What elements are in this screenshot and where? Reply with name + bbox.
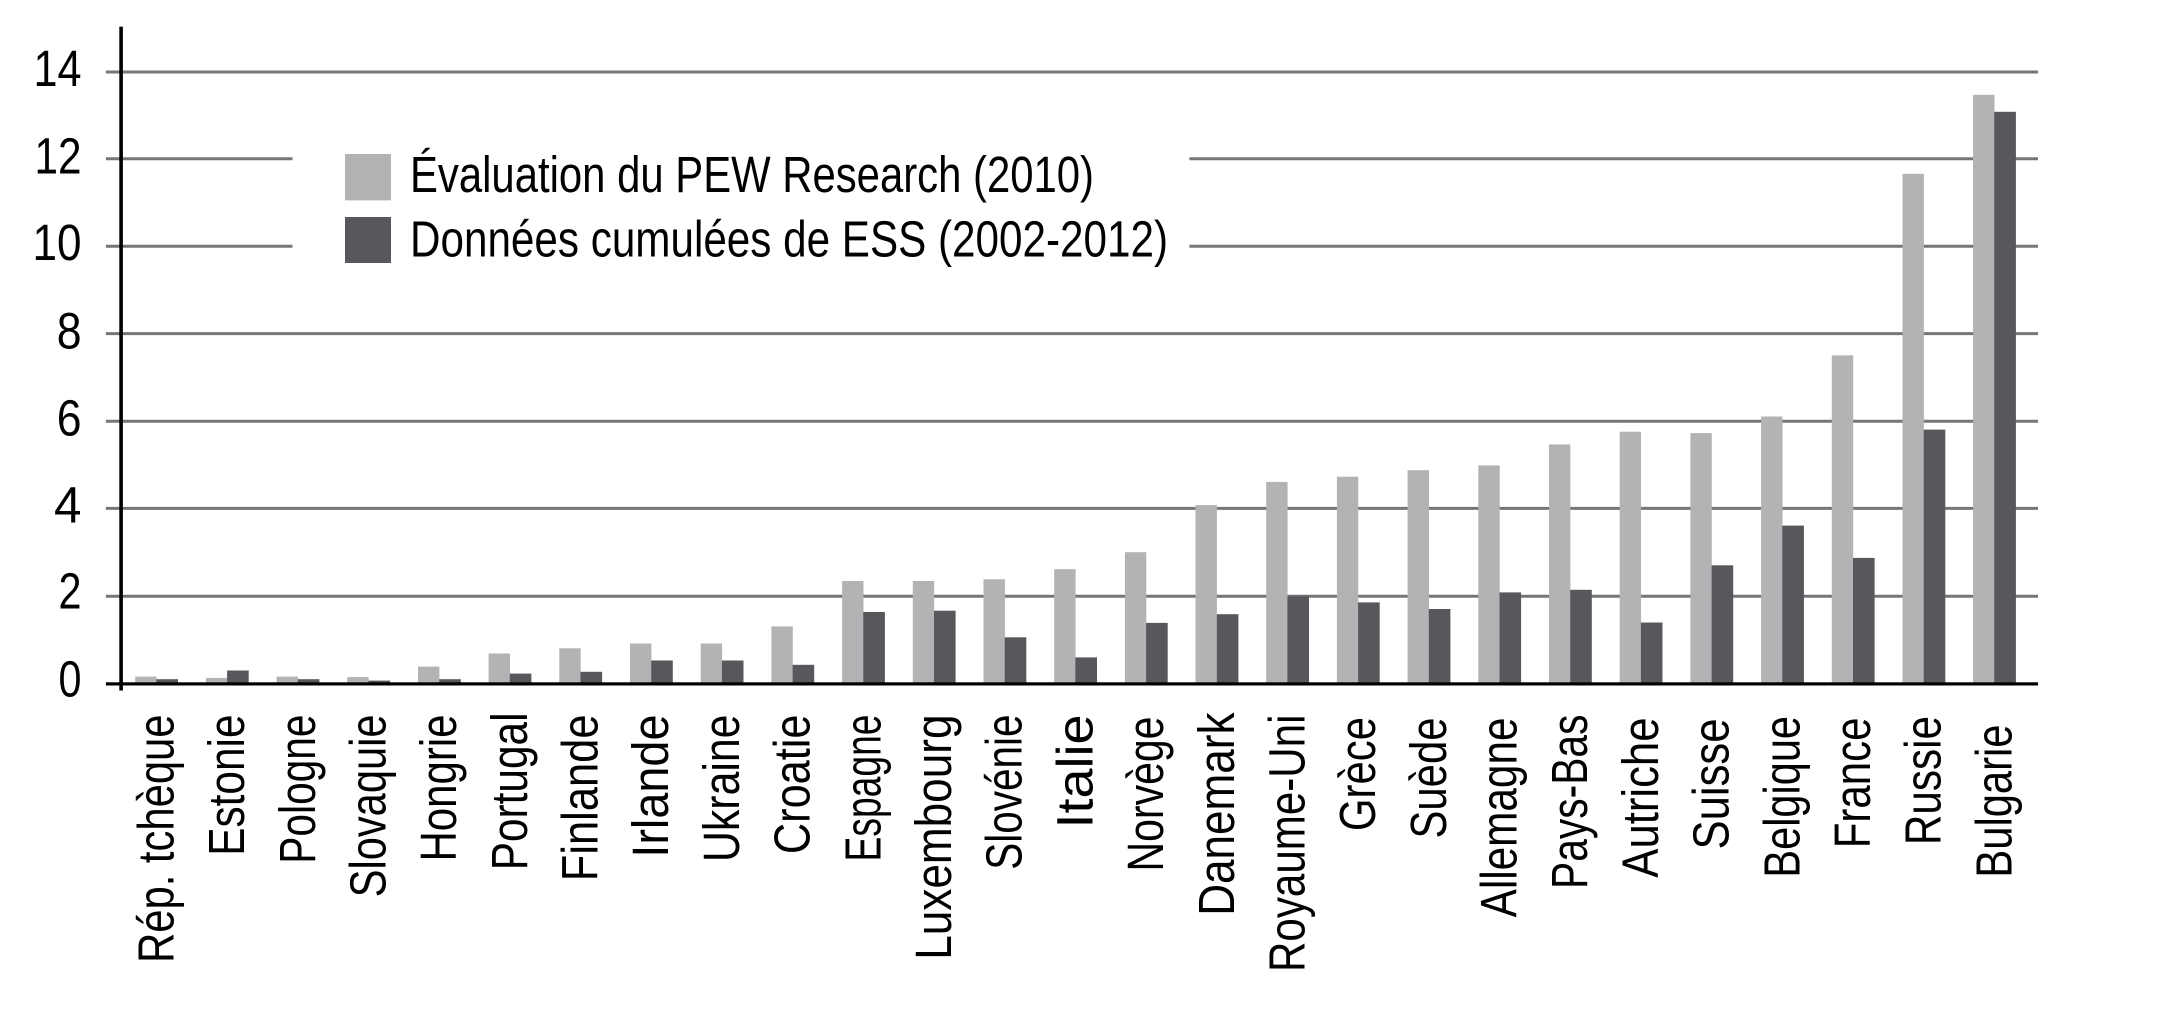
svg-text:Italie: Italie bbox=[1046, 715, 1103, 829]
svg-text:8: 8 bbox=[57, 302, 82, 359]
svg-text:4: 4 bbox=[54, 477, 82, 534]
svg-text:Slovaquie: Slovaquie bbox=[340, 715, 397, 898]
svg-text:Croatie: Croatie bbox=[764, 715, 821, 855]
svg-text:Suisse: Suisse bbox=[1683, 719, 1740, 850]
svg-text:Portugal: Portugal bbox=[481, 713, 538, 871]
svg-text:Finlande: Finlande bbox=[552, 715, 609, 882]
svg-text:Slovénie: Slovénie bbox=[976, 715, 1033, 870]
svg-text:Données cumulées de ESS (2002-: Données cumulées de ESS (2002-2012) bbox=[410, 211, 1168, 268]
svg-text:Ukraine: Ukraine bbox=[693, 715, 750, 863]
svg-text:Danemark: Danemark bbox=[1188, 712, 1245, 916]
svg-text:Norvège: Norvège bbox=[1117, 717, 1174, 872]
svg-text:Pays-Bas: Pays-Bas bbox=[1541, 715, 1598, 890]
svg-text:12: 12 bbox=[35, 128, 82, 185]
svg-text:Rép. tchèque: Rép. tchèque bbox=[127, 715, 184, 963]
svg-text:2: 2 bbox=[59, 563, 82, 620]
svg-text:10: 10 bbox=[33, 214, 82, 271]
svg-text:Autriche: Autriche bbox=[1612, 718, 1669, 878]
svg-text:Espagne: Espagne bbox=[834, 715, 891, 862]
svg-text:Irlande: Irlande bbox=[622, 715, 679, 858]
svg-text:Belgique: Belgique bbox=[1753, 716, 1810, 878]
svg-text:6: 6 bbox=[57, 390, 82, 447]
svg-text:Pologne: Pologne bbox=[269, 715, 326, 864]
svg-text:Suède: Suède bbox=[1400, 718, 1457, 839]
svg-text:Évaluation du PEW Research (20: Évaluation du PEW Research (2010) bbox=[410, 146, 1094, 203]
svg-text:Grèce: Grèce bbox=[1329, 717, 1386, 831]
svg-text:Royaume-Uni: Royaume-Uni bbox=[1258, 715, 1315, 973]
svg-text:Hongrie: Hongrie bbox=[410, 715, 467, 862]
svg-text:France: France bbox=[1824, 718, 1881, 849]
svg-text:Russie: Russie bbox=[1895, 716, 1952, 845]
svg-text:0: 0 bbox=[59, 651, 82, 708]
svg-text:14: 14 bbox=[34, 40, 82, 97]
svg-text:Estonie: Estonie bbox=[198, 715, 255, 856]
svg-text:Allemagne: Allemagne bbox=[1471, 718, 1528, 918]
svg-text:Luxembourg: Luxembourg bbox=[905, 715, 962, 960]
svg-text:Bulgarie: Bulgarie bbox=[1965, 725, 2022, 878]
